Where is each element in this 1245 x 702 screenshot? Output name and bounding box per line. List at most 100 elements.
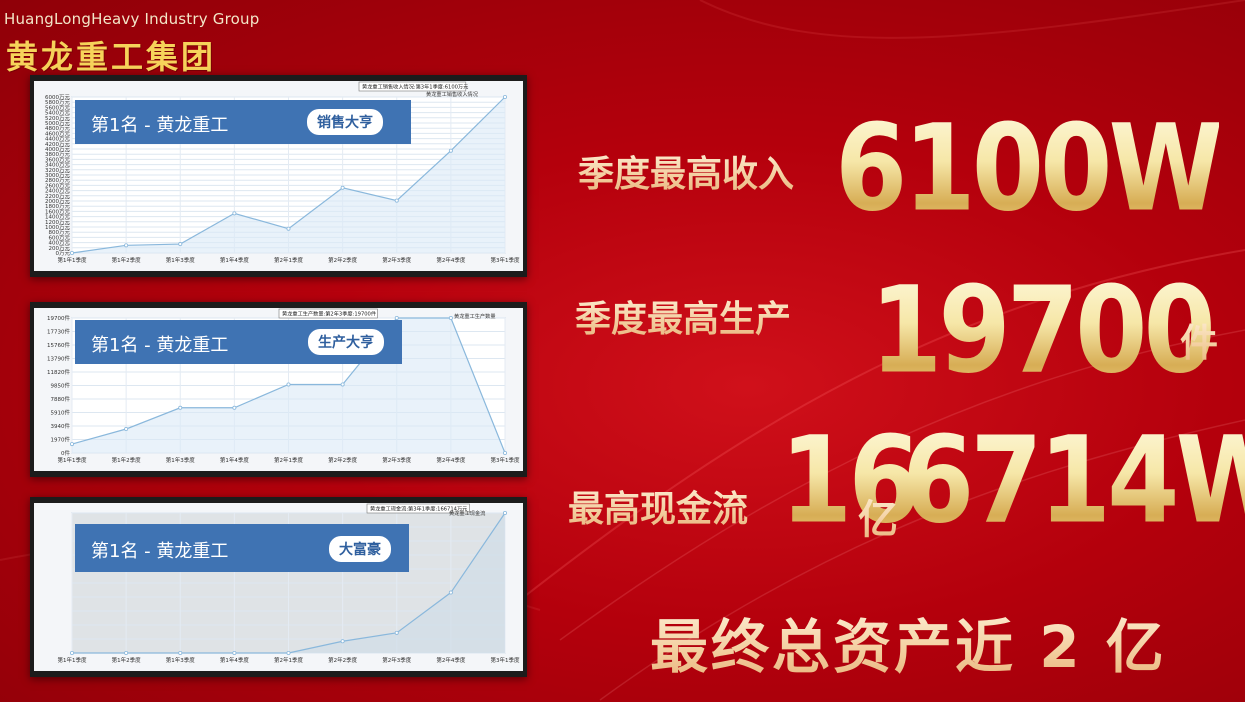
rank-banner: 第1名 - 黄龙重工 销售大亨 [75, 100, 411, 144]
data-point [70, 442, 75, 447]
y-tick-label: 4600万元 [45, 130, 70, 137]
y-tick-label: 2800万元 [45, 177, 70, 184]
x-tick-label: 第3年1季度 [491, 656, 520, 664]
x-tick-label: 第2年3季度 [382, 256, 411, 264]
data-point [286, 382, 291, 387]
y-tick-label: 5600万元 [45, 104, 70, 111]
x-tick-label: 第1年1季度 [58, 656, 87, 664]
data-point [70, 250, 75, 255]
x-tick-label: 第1年2季度 [112, 456, 141, 464]
y-tick-label: 0万元 [56, 250, 71, 257]
y-tick-label: 1400万元 [45, 214, 70, 221]
y-tick-label: 5800万元 [45, 99, 70, 106]
revenue-line-chart: 0万元200万元400万元600万元800万元1000万元1200万元1400万… [45, 81, 520, 264]
y-tick-label: 13790件 [47, 355, 70, 363]
data-point [502, 94, 507, 99]
x-tick-label: 第3年1季度 [491, 256, 520, 264]
legend-label: 黄龙重工销售收入情况 [426, 90, 479, 98]
y-tick-label: 600万元 [49, 234, 71, 241]
data-point [70, 650, 75, 655]
data-point [232, 211, 237, 216]
y-tick-label: 4800万元 [45, 125, 70, 132]
y-tick-label: 5200万元 [45, 115, 70, 122]
award-badge: 销售大亨 [307, 109, 383, 135]
series-area [72, 97, 505, 253]
data-point [286, 226, 291, 231]
brand-english-name: HuangLongHeavy Industry Group [4, 10, 260, 28]
y-tick-label: 3600万元 [45, 156, 70, 163]
y-tick-label: 5000万元 [45, 120, 70, 127]
y-tick-label: 800万元 [49, 229, 71, 236]
tooltip-box [358, 81, 467, 92]
y-tick-label: 5910件 [51, 409, 71, 417]
data-point [340, 185, 345, 190]
data-point [178, 405, 183, 410]
y-tick-label: 11820件 [47, 368, 70, 376]
revenue-label: 季度最高收入 [578, 145, 794, 197]
x-tick-label: 第1年3季度 [166, 456, 195, 464]
tooltip-text: 黄龙重工销售收入情况:第3年1季度:6100万元 [362, 83, 468, 91]
data-point [394, 198, 399, 203]
cashflow-value-w: 6714W [902, 410, 1245, 550]
data-point [340, 639, 345, 644]
data-point [448, 315, 453, 320]
production-label: 季度最高生产 [575, 290, 791, 342]
x-tick-label: 第1年3季度 [166, 656, 195, 664]
y-tick-label: 19700件 [47, 314, 70, 322]
legend-label: 黄龙重工生产数量 [454, 312, 496, 320]
x-tick-label: 第2年2季度 [328, 656, 357, 664]
y-tick-label: 200万元 [49, 245, 71, 252]
y-tick-label: 4400万元 [45, 136, 70, 143]
data-point [124, 243, 129, 248]
data-point [394, 630, 399, 635]
x-tick-label: 第3年1季度 [491, 456, 520, 464]
production-unit: 件 [1180, 312, 1218, 367]
y-tick-label: 3200万元 [45, 167, 70, 174]
revenue-chart-panel: 0万元 200万元 400万元 600万元 800万元 1000万元 1200万元 1400万… [30, 75, 527, 277]
cashflow-unit-yi: 亿 [858, 487, 898, 545]
data-point [124, 427, 129, 432]
x-tick-label: 第1年2季度 [112, 656, 141, 664]
data-point [124, 650, 129, 655]
rank-title: 第1名 - 黄龙重工 [91, 335, 229, 356]
x-tick-label: 第2年1季度 [274, 456, 303, 464]
x-tick-label: 第2年1季度 [274, 656, 303, 664]
x-tick-label: 第1年1季度 [58, 456, 87, 464]
y-tick-label: 1970件 [51, 436, 71, 444]
series-area [72, 513, 505, 653]
tooltip-text: 黄龙重工生产数量:第2年3季度:19700件 [282, 310, 376, 318]
y-tick-label: 1200万元 [45, 219, 70, 226]
total-assets-text: 最终总资产近 2 亿 [650, 600, 1167, 684]
data-point [178, 650, 183, 655]
cashflow-chart-panel: 第1年1季度 第1年2季度 第1年3季度 第1年4季度 第2年1季度 第2年2季度 第2年3… [30, 497, 527, 677]
y-tick-label: 3800万元 [45, 151, 70, 158]
tooltip-text: 黄龙重工现金流:第3年1季度:166714万元 [370, 505, 467, 513]
tooltip-box [278, 308, 378, 319]
data-point [286, 650, 291, 655]
x-tick-label: 第1年4季度 [220, 656, 249, 664]
data-point [232, 405, 237, 410]
y-tick-label: 5400万元 [45, 110, 70, 117]
y-tick-label: 2200万元 [45, 193, 70, 200]
y-tick-label: 15760件 [47, 341, 70, 349]
x-tick-label: 第2年2季度 [328, 256, 357, 264]
data-point [394, 315, 399, 320]
y-tick-label: 6000万元 [45, 94, 70, 101]
x-tick-label: 第1年4季度 [220, 256, 249, 264]
rank-banner: 第1名 - 黄龙重工 大富豪 [75, 524, 409, 572]
x-tick-label: 第1年4季度 [220, 456, 249, 464]
data-point [232, 650, 237, 655]
y-tick-label: 4000万元 [45, 146, 70, 153]
x-tick-label: 第2年3季度 [382, 656, 411, 664]
x-tick-label: 第2年4季度 [436, 456, 465, 464]
y-tick-label: 1000万元 [45, 224, 70, 231]
y-tick-label: 1600万元 [45, 208, 70, 215]
data-point [502, 450, 507, 455]
y-tick-label: 3940件 [51, 422, 71, 430]
y-tick-label: 7880件 [51, 395, 71, 403]
brand-chinese-name: 黄龙重工集团 [6, 38, 217, 76]
rank-banner: 第1名 - 黄龙重工 生产大亨 [75, 320, 402, 364]
x-tick-label: 第1年1季度 [58, 256, 87, 264]
production-chart-panel: 0件 1970件 3940件 5910件 7880件 9850件 11820件 13790件 1… [30, 302, 527, 477]
tooltip-box [366, 503, 470, 514]
